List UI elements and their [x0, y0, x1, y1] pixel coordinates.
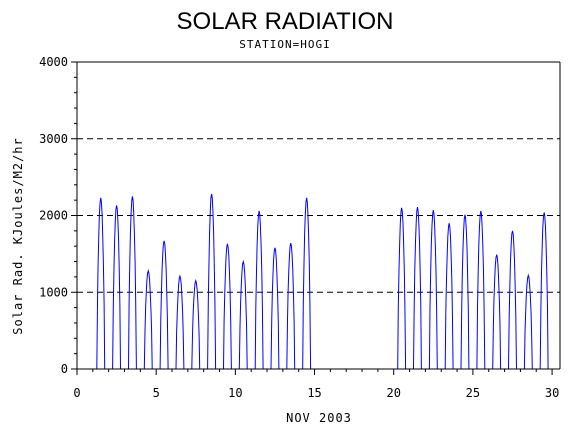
x-tick-label-5: 5	[153, 386, 160, 400]
chart-subtitle: STATION=HOGI	[239, 38, 330, 51]
x-tick-label-0: 0	[73, 386, 80, 400]
x-tick-label-20: 20	[386, 386, 400, 400]
y-tick-label-1000: 1000	[39, 285, 68, 299]
x-tick-label-25: 25	[466, 386, 480, 400]
y-tick-label-2000: 2000	[39, 209, 68, 223]
y-tick-label-3000: 3000	[39, 132, 68, 146]
y-tick-label-4000: 4000	[39, 55, 68, 69]
axes: 0 1000 2000 3000 4000 0 5 10 15 20 25 30	[39, 55, 561, 400]
x-axis-label: NOV 2003	[286, 411, 352, 425]
gridlines	[77, 61, 560, 293]
x-tick-label-30: 30	[545, 386, 559, 400]
y-axis-label: Solar Rad. KJoules/M2/hr	[11, 137, 25, 334]
x-tick-label-10: 10	[228, 386, 242, 400]
series-line-solar-radiation	[92, 193, 553, 370]
data-series	[92, 193, 553, 370]
chart-title: SOLAR RADIATION	[177, 8, 394, 35]
x-tick-label-15: 15	[307, 386, 321, 400]
y-tick-label-0: 0	[61, 362, 68, 376]
